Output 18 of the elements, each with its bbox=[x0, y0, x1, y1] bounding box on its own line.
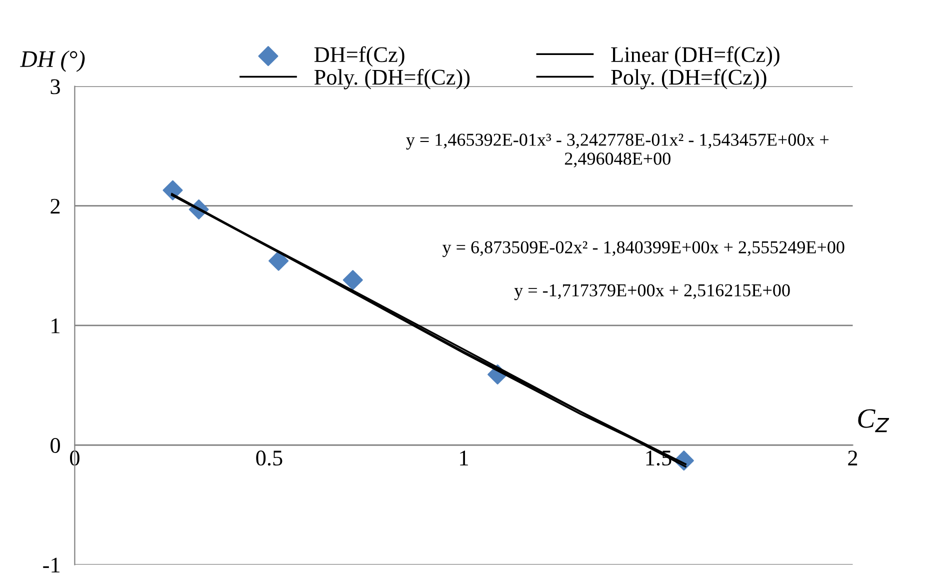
annotation: y = -1,717379E+00x + 2,516215E+00 bbox=[514, 284, 790, 300]
y-tick-label: -1 bbox=[43, 558, 60, 572]
legend-label: DH=f(Cz) bbox=[314, 46, 404, 67]
legend-label: Poly. (DH=f(Cz)) bbox=[314, 68, 470, 90]
legend-label: Linear (DH=f(Cz)) bbox=[611, 46, 780, 67]
x-tick-label: 0 bbox=[70, 450, 80, 466]
x-tick-label: 1 bbox=[460, 450, 468, 466]
annotation: y = 6,873509E-02x² - 1,840399E+00x + 2,555249E+00 bbox=[442, 241, 844, 258]
y-tick-label: 2 bbox=[50, 198, 60, 214]
y-tick-label: 1 bbox=[52, 318, 60, 334]
y-tick-label: 0 bbox=[50, 438, 60, 453]
x-tick-label: 2 bbox=[848, 450, 858, 466]
x-tick-label: 0.5 bbox=[256, 450, 282, 466]
annotation: y = 1,465392E-01x³ - 3,242778E-01x² - 1,543457E+00x + 2,496048E+00 bbox=[406, 134, 829, 168]
legend-label: Poly. (DH=f(Cz)) bbox=[611, 68, 766, 90]
y-tick-label: 3 bbox=[50, 79, 60, 94]
x-axis-title: C$_{Z}$ bbox=[858, 409, 890, 432]
y-axis-title: DH (°) bbox=[20, 50, 85, 72]
